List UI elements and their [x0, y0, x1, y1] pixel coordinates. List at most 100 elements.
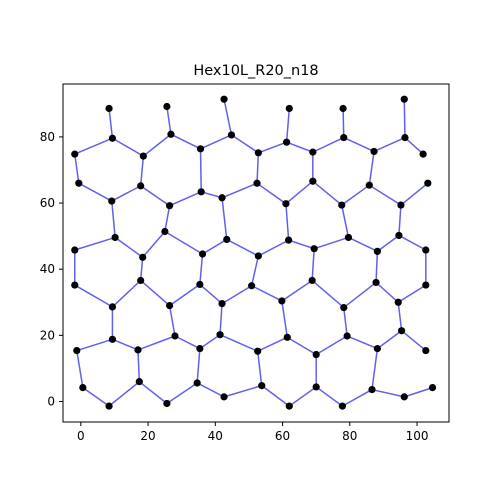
graph-node-22: [253, 179, 261, 187]
nodes-layer: [71, 95, 437, 410]
graph-edge-24-30: [341, 184, 370, 206]
graph-node-74: [258, 382, 266, 390]
graph-node-36: [344, 233, 353, 242]
graph-node-58: [108, 335, 117, 343]
graph-edge-36-42: [313, 236, 349, 250]
graph-edge-20-26: [111, 185, 142, 202]
graph-node-47: [196, 280, 204, 289]
graph-edge-66-73: [196, 348, 201, 384]
graph-edge-46-52: [111, 279, 142, 308]
graph-edge-4-10: [342, 108, 345, 138]
graph-edge-30-36: [341, 204, 350, 238]
graph-edge-32-38: [74, 236, 116, 251]
graph-node-40: [198, 250, 207, 258]
x-axis-ticks: 0 20 40 60 80 100: [77, 422, 429, 443]
graph-node-72: [135, 378, 143, 386]
graph-edge-59-65: [137, 335, 176, 351]
graph-node-43: [373, 247, 381, 255]
graph-node-13: [139, 152, 147, 160]
y-axis-ticks: 0 20 40 60 80: [40, 130, 63, 408]
graph-node-24: [365, 181, 373, 189]
graph-node-15: [254, 149, 262, 157]
graph-node-45: [71, 281, 79, 289]
graph-node-42: [310, 245, 318, 253]
graph-edge-77-83: [404, 386, 433, 398]
graph-edge-75-82: [315, 386, 343, 407]
graph-node-9: [282, 138, 291, 146]
graph-node-39: [139, 253, 147, 261]
graph-node-79: [163, 399, 171, 408]
graph-node-14: [196, 145, 205, 153]
graph-edge-22-28: [221, 182, 258, 199]
graph-node-57: [394, 298, 402, 306]
graph-edge-51-57: [397, 284, 427, 303]
graph-node-27: [165, 202, 174, 210]
plot-frame: [62, 83, 450, 423]
graph-node-29: [282, 200, 290, 208]
graph-edge-36-43: [348, 236, 378, 253]
graph-edge-1-7: [166, 106, 172, 135]
graph-edge-7-14: [170, 133, 201, 150]
graph-edge-62-68: [315, 335, 348, 356]
graph-node-37: [395, 231, 403, 240]
graph-edge-20-27: [140, 185, 171, 207]
graph-edge-53-59: [168, 305, 176, 337]
graph-edge-23-29: [285, 180, 314, 205]
graph-edge-6-12: [74, 137, 113, 155]
graph-edge-61-68: [286, 336, 317, 356]
graph-node-25: [424, 179, 432, 187]
graph-edge-37-43: [376, 234, 400, 252]
y-tick-label: 0: [47, 394, 55, 408]
graph-node-26: [108, 197, 116, 205]
graph-node-75: [312, 383, 320, 391]
graph-node-11: [401, 133, 409, 142]
graph-edge-48-55: [251, 285, 283, 302]
graph-edge-25-31: [400, 182, 429, 206]
graph-node-30: [338, 201, 346, 209]
graph-edge-15-22: [256, 152, 260, 184]
graph-node-34: [223, 235, 231, 244]
graph-node-62: [343, 332, 351, 340]
x-tick-label: 20: [140, 429, 155, 443]
graph-edge-0-6: [108, 108, 114, 139]
graph-edge-10-16: [312, 136, 345, 153]
graph-edge-39-46: [139, 257, 144, 281]
graph-edge-29-35: [285, 203, 290, 241]
graph-edge-21-28: [200, 191, 223, 199]
graph-edge-69-76: [371, 348, 379, 390]
y-tick-label: 40: [40, 262, 55, 276]
graph-edge-8-14: [200, 134, 232, 150]
graph-edge-54-60: [219, 303, 223, 335]
graph-node-66: [196, 344, 204, 353]
graph-edge-24-31: [368, 184, 402, 206]
graph-node-53: [165, 301, 174, 310]
graph-edge-19-26: [78, 182, 113, 202]
y-tick-label: 20: [40, 328, 55, 342]
graph-edge-57-63: [397, 302, 403, 331]
graph-node-23: [309, 177, 317, 185]
graph-node-49: [308, 276, 316, 285]
graph-node-1: [163, 102, 171, 111]
graph-node-17: [370, 147, 378, 156]
graph-node-46: [137, 276, 145, 285]
graph-node-69: [373, 344, 381, 353]
graph-edge-26-32: [111, 201, 116, 238]
graph-edge-40-47: [199, 253, 204, 285]
x-tick-label: 40: [208, 429, 223, 443]
graph-edge-31-37: [398, 204, 402, 236]
graph-edge-32-39: [114, 236, 144, 258]
graph-edge-48-54: [221, 285, 253, 305]
graph-edge-35-42: [288, 239, 315, 250]
graph-node-4: [339, 104, 347, 113]
graph-node-50: [372, 278, 380, 287]
x-tick-label: 80: [342, 429, 357, 443]
graph-node-63: [397, 327, 406, 335]
graph-node-54: [218, 300, 226, 308]
y-tick-label: 80: [40, 130, 55, 144]
graph-edge-13-20: [139, 156, 145, 186]
graph-edge-28-34: [221, 197, 228, 240]
x-tick-label: 60: [275, 429, 290, 443]
graph-node-60: [216, 331, 224, 339]
graph-node-65: [134, 346, 142, 354]
graph-node-16: [309, 148, 317, 156]
